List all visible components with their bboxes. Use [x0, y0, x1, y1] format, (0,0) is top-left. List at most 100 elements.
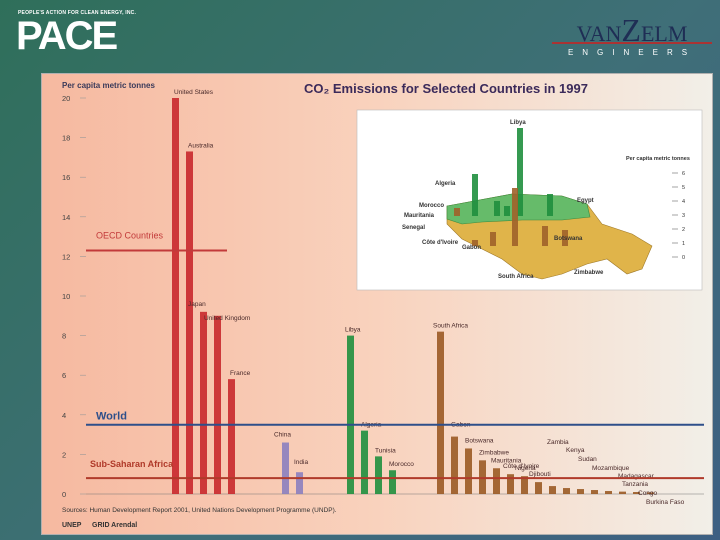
map-label-8: Botswana — [554, 236, 583, 242]
bar-label-1: Australia — [188, 142, 214, 149]
map-scale-tick-1: 1 — [682, 241, 685, 247]
vanzelm-logo: VANZELM ENGINEERS — [552, 12, 712, 60]
bar-label-10: Morocco — [389, 461, 414, 468]
chart-frame: CO₂ Emissions for Selected Countries in … — [41, 73, 713, 535]
map-label-7: Gabon — [462, 245, 481, 251]
y-tick-label-8: 16 — [62, 173, 70, 182]
bar-21 — [577, 489, 584, 494]
vanzelm-name-b: Z — [621, 12, 641, 48]
pace-tagline: PEOPLE'S ACTION FOR CLEAN ENERGY, INC. — [18, 10, 137, 16]
bar-label-6: India — [294, 459, 308, 466]
map-label-3: Morocco — [419, 203, 444, 209]
y-tick-label-0: 0 — [62, 490, 66, 499]
bar-label-3: United Kingdom — [204, 315, 250, 322]
bar-label-20: Kenya — [566, 447, 585, 454]
bar-10 — [389, 470, 396, 494]
bar-label-24: Tanzania — [622, 481, 648, 488]
map-bar-0 — [517, 128, 523, 216]
vanzelm-name-a: VAN — [576, 21, 622, 46]
map-bar-10 — [512, 188, 518, 246]
map-scale-label: Per capita metric tonnes — [626, 156, 690, 162]
bar-11 — [437, 331, 444, 494]
bar-22 — [591, 490, 598, 494]
chart-source: Sources: Human Development Report 2001, … — [62, 507, 337, 514]
map-scale-tick-2: 2 — [682, 227, 685, 233]
y-tick-label-6: 12 — [62, 252, 70, 261]
map-label-10: South Africa — [498, 274, 534, 280]
map-bar-3 — [494, 201, 500, 216]
bar-18 — [535, 482, 542, 494]
reference-label-oecd: OECD Countries — [96, 230, 164, 240]
bar-24 — [619, 491, 626, 494]
bar-label-23: Madagascar — [618, 473, 655, 480]
map-scale-tick-0: 0 — [682, 255, 685, 261]
bar-label-16: Côte d'Ivoire — [503, 463, 540, 470]
bar-20 — [563, 488, 570, 494]
bar-6 — [296, 472, 303, 494]
map-scale-tick-4: 4 — [682, 199, 685, 205]
bar-16 — [507, 474, 514, 494]
bar-17 — [521, 476, 528, 494]
map-scale-tick-6: 6 — [682, 171, 685, 177]
bar-19 — [549, 486, 556, 494]
y-tick-label-9: 18 — [62, 134, 70, 143]
y-tick-label-3: 6 — [62, 371, 66, 380]
map-label-2: Egypt — [577, 198, 594, 204]
map-label-6: Côte d'Ivoire — [422, 240, 459, 246]
y-tick-label-1: 2 — [62, 450, 66, 459]
map-bar-9 — [562, 230, 568, 246]
bar-label-26: Burkina Faso — [646, 499, 685, 506]
map-label-1: Algeria — [435, 181, 456, 187]
bar-label-9: Tunisia — [375, 447, 396, 454]
bar-4 — [228, 379, 235, 494]
bar-3 — [214, 315, 221, 494]
map-label-9: Zimbabwe — [574, 270, 604, 276]
y-tick-label-2: 4 — [62, 411, 66, 420]
bar-label-0: United States — [174, 89, 214, 96]
slide-header: PEOPLE'S ACTION FOR CLEAN ENERGY, INC. P… — [0, 0, 720, 70]
map-bar-8 — [542, 226, 548, 246]
map-scale-tick-5: 5 — [682, 185, 685, 191]
bar-label-17: Nigeria — [515, 465, 536, 472]
bar-1 — [186, 151, 193, 494]
map-bar-1 — [472, 174, 478, 216]
bar-label-14: Zimbabwe — [479, 449, 509, 456]
map-scale-tick-3: 3 — [682, 213, 685, 219]
map-label-4: Mauritania — [404, 213, 435, 219]
bar-label-4: France — [230, 370, 251, 377]
bar-label-22: Mozambique — [592, 465, 630, 472]
bar-15 — [493, 468, 500, 494]
bar-label-15: Mauritania — [491, 457, 522, 464]
map-bar-4 — [504, 206, 510, 216]
bar-12 — [451, 436, 458, 494]
bar-label-19: Zambia — [547, 439, 569, 446]
vanzelm-subtitle: ENGINEERS — [552, 42, 712, 62]
map-bar-6 — [472, 240, 478, 246]
map-bar-2 — [547, 194, 553, 216]
bar-0 — [172, 98, 179, 494]
bar-label-7: Libya — [345, 327, 361, 334]
unep-logo: UNEP — [62, 522, 82, 529]
chart-title: CO₂ Emissions for Selected Countries in … — [304, 81, 588, 96]
pace-logo: PACE — [16, 14, 118, 58]
bar-8 — [361, 430, 368, 494]
bar-7 — [347, 335, 354, 494]
y-tick-label-10: 20 — [62, 94, 70, 103]
map-bar-7 — [490, 232, 496, 246]
vanzelm-name-c: ELM — [640, 21, 688, 46]
y-tick-label-5: 10 — [62, 292, 70, 301]
bar-label-21: Sudan — [578, 456, 597, 463]
bar-2 — [200, 311, 207, 494]
bar-23 — [605, 491, 612, 494]
y-tick-label-7: 14 — [62, 213, 70, 222]
map-label-0: Libya — [510, 120, 526, 126]
y-tick-label-4: 8 — [62, 332, 66, 341]
map-bar-5 — [454, 208, 460, 216]
bar-25 — [633, 492, 640, 494]
bar-26 — [647, 492, 654, 494]
bar-label-13: Botswana — [465, 437, 494, 444]
bar-5 — [282, 442, 289, 494]
bar-label-18: Djibouti — [529, 471, 551, 478]
reference-label-world: World — [96, 411, 127, 423]
y-axis-label: Per capita metric tonnes — [62, 81, 155, 90]
